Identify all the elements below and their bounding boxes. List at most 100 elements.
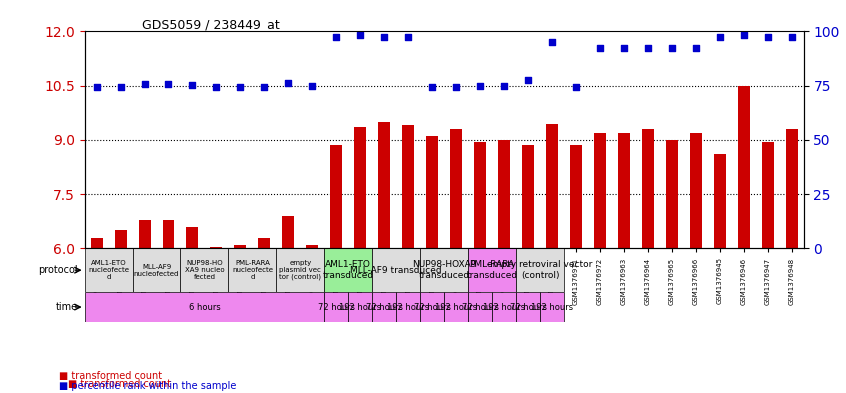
- Bar: [402, 125, 415, 248]
- FancyBboxPatch shape: [372, 248, 420, 292]
- Point: [282, 80, 295, 86]
- Point: [354, 32, 367, 38]
- Point: [761, 34, 774, 40]
- Bar: [450, 129, 462, 248]
- Text: ■ transformed count: ■ transformed count: [68, 379, 171, 389]
- Point: [113, 84, 127, 90]
- Text: 192 hours: 192 hours: [387, 303, 429, 312]
- Bar: [234, 245, 246, 248]
- Point: [593, 44, 607, 51]
- Text: 72 hours: 72 hours: [462, 303, 498, 312]
- Text: NUP98-HOXA9
transduced: NUP98-HOXA9 transduced: [412, 261, 476, 280]
- Point: [426, 84, 439, 90]
- FancyBboxPatch shape: [516, 248, 564, 292]
- FancyBboxPatch shape: [420, 248, 468, 292]
- Text: GDS5059 / 238449_at: GDS5059 / 238449_at: [142, 18, 280, 31]
- Point: [641, 44, 655, 51]
- Bar: [546, 124, 558, 248]
- Text: AML1-ETO
transduced: AML1-ETO transduced: [322, 261, 374, 280]
- Point: [569, 84, 583, 90]
- Text: protocol: protocol: [38, 265, 78, 275]
- Text: ■ transformed count: ■ transformed count: [59, 371, 162, 381]
- Text: NUP98-HO
XA9 nucleo
fected: NUP98-HO XA9 nucleo fected: [184, 260, 224, 280]
- Text: AML1-ETO
nucleofecte
d: AML1-ETO nucleofecte d: [88, 260, 129, 280]
- Text: MLL-AF9
nucleofected: MLL-AF9 nucleofected: [134, 264, 179, 277]
- Text: 192 hours: 192 hours: [483, 303, 525, 312]
- FancyBboxPatch shape: [468, 292, 492, 322]
- Text: PML-RARA
nucleofecte
d: PML-RARA nucleofecte d: [232, 260, 273, 280]
- Text: PML-RARA
transduced: PML-RARA transduced: [466, 261, 518, 280]
- Point: [545, 39, 558, 46]
- Point: [521, 77, 535, 83]
- Bar: [642, 129, 654, 248]
- FancyBboxPatch shape: [85, 292, 324, 322]
- FancyBboxPatch shape: [444, 292, 468, 322]
- FancyBboxPatch shape: [372, 292, 396, 322]
- Bar: [522, 145, 534, 248]
- Point: [305, 83, 319, 90]
- Point: [162, 81, 175, 87]
- Point: [737, 32, 750, 38]
- Bar: [306, 245, 318, 248]
- Bar: [378, 122, 390, 248]
- Text: 72 hours: 72 hours: [509, 303, 547, 312]
- Point: [138, 81, 151, 87]
- Bar: [474, 142, 486, 248]
- Bar: [498, 140, 510, 248]
- Text: ■ percentile rank within the sample: ■ percentile rank within the sample: [59, 381, 237, 391]
- FancyBboxPatch shape: [540, 292, 564, 322]
- Bar: [570, 145, 582, 248]
- Point: [401, 34, 415, 40]
- Point: [377, 34, 391, 40]
- Point: [473, 83, 486, 90]
- Point: [90, 84, 103, 90]
- Point: [689, 44, 702, 51]
- Bar: [618, 133, 630, 248]
- Bar: [283, 216, 294, 248]
- Text: empty
plasmid vec
tor (control): empty plasmid vec tor (control): [279, 260, 321, 281]
- Bar: [738, 86, 750, 248]
- FancyBboxPatch shape: [468, 248, 516, 292]
- Bar: [114, 230, 127, 248]
- Bar: [162, 220, 174, 248]
- Point: [785, 34, 799, 40]
- FancyBboxPatch shape: [516, 292, 540, 322]
- Point: [185, 82, 200, 88]
- Bar: [426, 136, 438, 248]
- Point: [449, 84, 463, 90]
- Point: [257, 84, 271, 90]
- Point: [617, 44, 630, 51]
- Text: 192 hours: 192 hours: [435, 303, 477, 312]
- Text: 192 hours: 192 hours: [531, 303, 573, 312]
- Text: 6 hours: 6 hours: [189, 303, 220, 312]
- Bar: [689, 133, 702, 248]
- Bar: [330, 145, 343, 248]
- Point: [233, 84, 247, 90]
- FancyBboxPatch shape: [85, 248, 133, 292]
- FancyBboxPatch shape: [133, 248, 180, 292]
- Text: 72 hours: 72 hours: [365, 303, 403, 312]
- Bar: [91, 238, 102, 248]
- Bar: [354, 127, 366, 248]
- Point: [497, 83, 511, 90]
- Text: empty retroviral vector
(control): empty retroviral vector (control): [487, 261, 593, 280]
- FancyBboxPatch shape: [228, 248, 277, 292]
- Bar: [258, 238, 271, 248]
- FancyBboxPatch shape: [396, 292, 420, 322]
- Text: 192 hours: 192 hours: [339, 303, 382, 312]
- Text: time: time: [55, 302, 78, 312]
- Text: 72 hours: 72 hours: [318, 303, 354, 312]
- FancyBboxPatch shape: [324, 292, 349, 322]
- Text: MLL-AF9 transduced: MLL-AF9 transduced: [350, 266, 442, 275]
- Bar: [761, 142, 774, 248]
- FancyBboxPatch shape: [324, 248, 372, 292]
- Bar: [186, 227, 199, 248]
- FancyBboxPatch shape: [277, 248, 324, 292]
- Bar: [666, 140, 678, 248]
- FancyBboxPatch shape: [492, 292, 516, 322]
- Text: 72 hours: 72 hours: [414, 303, 451, 312]
- Bar: [714, 154, 726, 248]
- Point: [665, 44, 678, 51]
- Bar: [211, 247, 222, 248]
- Bar: [139, 220, 151, 248]
